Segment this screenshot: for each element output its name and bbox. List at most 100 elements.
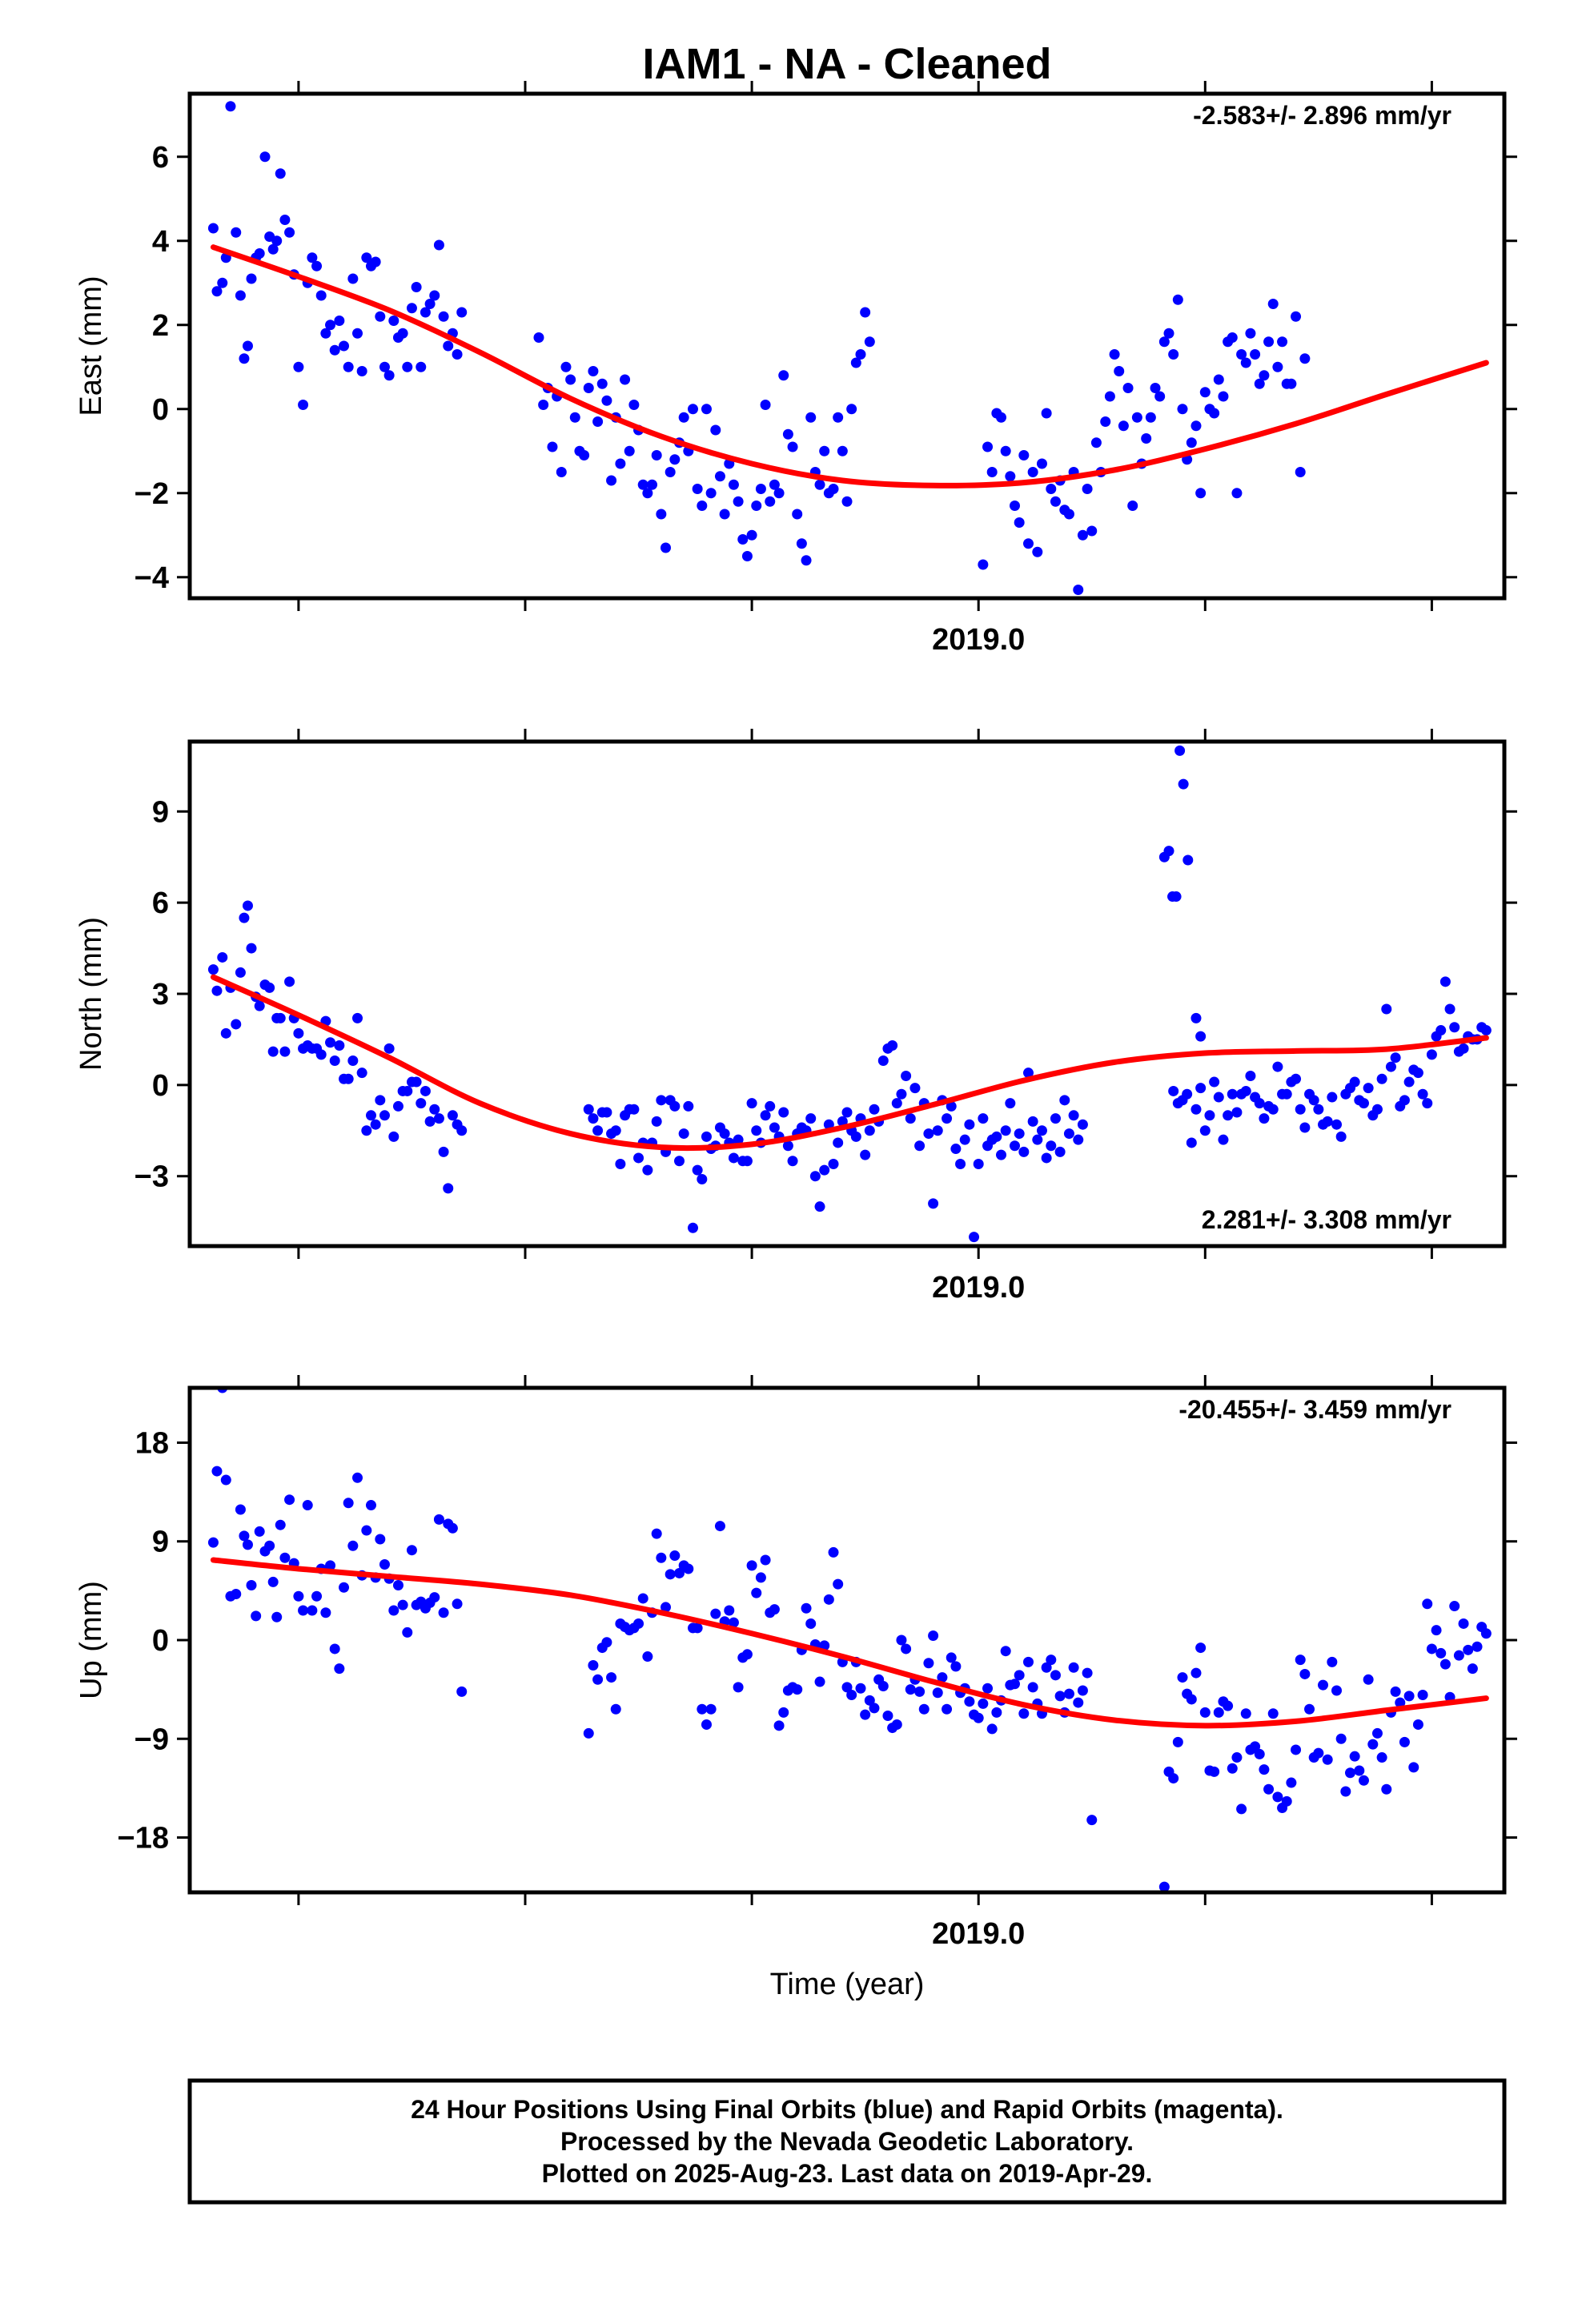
data-point: [959, 1134, 970, 1145]
data-point: [1000, 1646, 1011, 1657]
data-point: [1218, 1134, 1229, 1145]
data-point: [1259, 370, 1270, 381]
data-point: [923, 1128, 934, 1140]
data-point: [891, 1719, 902, 1730]
data-point: [996, 412, 1007, 423]
data-point: [1304, 1703, 1315, 1715]
data-point: [765, 1100, 776, 1112]
data-point: [375, 1534, 386, 1545]
data-point: [1005, 471, 1016, 482]
fit-line-east: [210, 244, 1489, 489]
data-point: [254, 248, 265, 259]
data-point: [320, 328, 331, 339]
data-point: [293, 1027, 304, 1039]
data-point: [1141, 433, 1152, 444]
data-point: [1000, 445, 1011, 456]
data-point: [1259, 1764, 1270, 1775]
panels: −4 −2 0 2 4 6 2019.0 East (mm) -2.583+/- 2.896 m…: [74, 81, 1517, 1951]
data-point: [588, 366, 599, 376]
data-point: [701, 404, 712, 415]
data-point: [869, 1703, 880, 1714]
data-point: [678, 412, 689, 423]
y-tick-label: 9: [152, 795, 169, 829]
data-point: [1213, 1092, 1224, 1103]
data-point: [284, 227, 295, 238]
data-point: [601, 395, 612, 406]
data-point: [719, 509, 730, 520]
data-point: [1295, 1104, 1306, 1115]
data-point: [1291, 1744, 1302, 1755]
data-point: [1299, 1122, 1311, 1133]
data-point: [1077, 1685, 1088, 1696]
data-point: [705, 488, 717, 499]
data-point: [701, 1131, 712, 1142]
data-point: [420, 307, 431, 318]
data-point: [1281, 1088, 1292, 1100]
data-point: [805, 412, 817, 423]
data-point: [773, 1720, 785, 1731]
data-point: [1209, 1076, 1220, 1088]
data-point: [923, 1658, 934, 1669]
data-point: [1245, 1070, 1256, 1081]
data-point: [651, 1528, 662, 1539]
data-point: [1344, 1767, 1355, 1779]
data-point: [1223, 1700, 1234, 1711]
data-point: [714, 1521, 725, 1532]
data-point: [438, 1146, 449, 1157]
data-point: [343, 1073, 354, 1084]
panel-north: −3 0 3 6 9 2019.0 North (mm) 2.281+/- 3.308 mm/…: [74, 729, 1517, 1305]
data-point: [1291, 311, 1302, 322]
data-point: [801, 555, 812, 566]
data-point: [1426, 1643, 1437, 1655]
data-point: [329, 344, 340, 356]
data-point: [1199, 387, 1211, 398]
data-point: [443, 1183, 454, 1194]
data-point: [661, 1602, 672, 1613]
data-point: [1014, 1670, 1025, 1681]
data-point: [1395, 1697, 1406, 1708]
data-point: [946, 1100, 957, 1112]
data-point: [942, 1113, 953, 1124]
data-point: [1014, 1128, 1025, 1140]
data-point: [637, 479, 648, 490]
data-point: [1331, 1685, 1343, 1696]
data-point: [1000, 1125, 1011, 1136]
data-point: [1054, 1691, 1066, 1702]
data-point: [606, 1672, 617, 1683]
data-point: [1263, 1783, 1275, 1795]
data-point: [220, 1474, 231, 1486]
data-point: [733, 1682, 744, 1693]
data-point: [1231, 1752, 1243, 1763]
data-point: [452, 349, 463, 360]
y-tick-label: 0: [152, 1624, 169, 1658]
y-tick-label: −4: [135, 561, 169, 595]
data-point: [1195, 488, 1207, 499]
data-point: [565, 374, 576, 385]
data-point: [787, 1156, 798, 1167]
data-point: [1272, 1791, 1283, 1803]
data-point: [1082, 1667, 1093, 1679]
data-point: [1182, 1088, 1193, 1100]
data-point: [325, 320, 336, 331]
data-point: [1177, 1672, 1188, 1683]
data-point: [275, 1519, 286, 1530]
data-point: [1240, 1085, 1251, 1096]
data-point: [991, 1131, 1002, 1142]
data-point: [246, 943, 257, 954]
data-point: [556, 467, 567, 477]
data-point: [397, 1599, 408, 1610]
data-point: [1168, 349, 1179, 360]
data-point: [284, 1494, 295, 1506]
data-point: [235, 290, 246, 301]
data-point: [697, 501, 708, 511]
data-point: [1267, 299, 1279, 309]
data-point: [1254, 1098, 1265, 1109]
data-point: [433, 239, 444, 251]
data-point: [1435, 1647, 1447, 1659]
data-point: [293, 1590, 304, 1602]
data-point: [1086, 1815, 1098, 1826]
data-point: [733, 1134, 744, 1145]
data-point: [801, 1602, 812, 1614]
data-point: [1177, 404, 1188, 415]
data-point: [1158, 1881, 1170, 1892]
